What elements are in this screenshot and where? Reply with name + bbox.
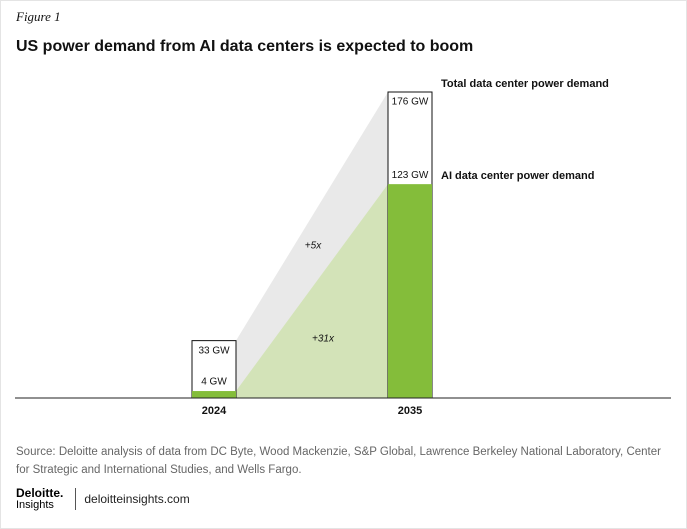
series-label: Total data center power demand [441, 78, 609, 90]
value-label: 176 GW [392, 97, 429, 108]
x-tick-label: 2024 [202, 405, 227, 417]
annotation: +31x [312, 334, 335, 345]
ai-bar [388, 184, 432, 398]
source: Source: Deloitte analysis of data from D… [16, 446, 661, 476]
logo: Deloitte. Insights [16, 487, 63, 511]
ai-growth-wedge [236, 184, 388, 398]
ai-bar [192, 391, 236, 398]
footer: Deloitte. Insights deloitteinsights.com [16, 487, 190, 511]
figure-label: Figure 1 [15, 9, 61, 24]
site: deloitteinsights.com [84, 492, 190, 506]
chart-title: US power demand from AI data centers is … [16, 38, 473, 55]
value-label: 33 GW [198, 345, 230, 356]
value-label: 4 GW [201, 377, 227, 388]
separator [75, 488, 77, 510]
value-label: 123 GW [392, 170, 429, 181]
series-label: AI data center power demand [441, 170, 594, 182]
x-tick-label: 2035 [398, 405, 422, 417]
total-bar [191, 340, 237, 399]
annotation: +5x [305, 241, 322, 252]
brand: Deloitte. [16, 486, 64, 500]
brand-sub: Insights [16, 499, 54, 511]
